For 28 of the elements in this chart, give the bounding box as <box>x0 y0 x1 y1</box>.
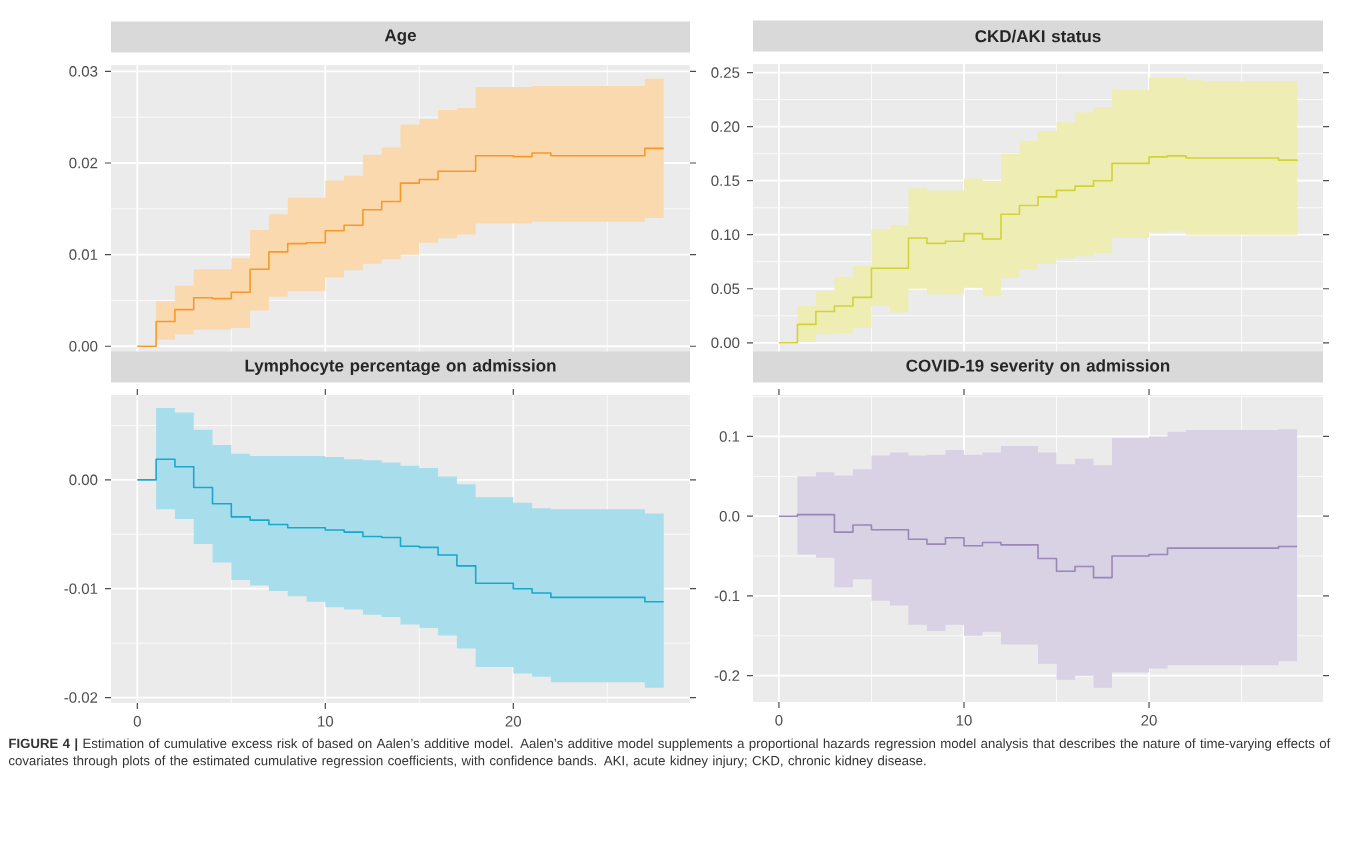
x-tick-label: 0 <box>133 716 141 727</box>
y-tick-label: 0.20 <box>711 121 740 132</box>
y-tick-label: 0.05 <box>711 283 740 295</box>
y-tick-label: 0.02 <box>69 157 98 169</box>
y-tick-label: 0.03 <box>69 66 98 77</box>
y-tick-label: 0.01 <box>69 249 98 260</box>
x-tick-label: 20 <box>1141 715 1157 726</box>
y-tick-label: 0.00 <box>711 337 740 349</box>
text: FIGURE 4 | Estimation of cumulative excess risk of based on Aalen’s additive model. Aalen’s additive model supplements a proportional hazards regression model analysis that describes the nature of time-varying effects of covariates through plots of the estimated cumulative regression coefficients, with confidence bands. AKI, acute kidney injury; CKD, chronic kidney disease. <box>8 738 1331 768</box>
chart-title: CKD/AKI status <box>975 29 1101 43</box>
y-tick-label: -0.2 <box>714 670 740 681</box>
x-tick-label: 10 <box>318 716 334 727</box>
chart-title: Age <box>384 29 416 45</box>
y-tick-label: -0.01 <box>64 583 98 595</box>
y-tick-label: 0.00 <box>69 474 98 486</box>
x-tick-label: 10 <box>956 715 972 726</box>
y-tick-label: 0.0 <box>719 510 740 522</box>
y-tick-label: 0.25 <box>711 67 740 78</box>
chart-title: COVID-19 severity on admission <box>906 359 1170 375</box>
y-tick-label: -0.1 <box>714 590 740 602</box>
y-tick-label: 0.10 <box>711 229 740 241</box>
x-tick-label: 0 <box>775 715 783 726</box>
y-tick-label: 0.1 <box>719 431 740 442</box>
chart-title: Lymphocyte percentage on admission <box>245 359 556 376</box>
x-tick-label: 20 <box>505 716 522 727</box>
y-tick-label: -0.02 <box>64 692 98 703</box>
y-tick-label: 0.00 <box>69 340 98 352</box>
y-tick-label: 0.15 <box>711 175 740 187</box>
